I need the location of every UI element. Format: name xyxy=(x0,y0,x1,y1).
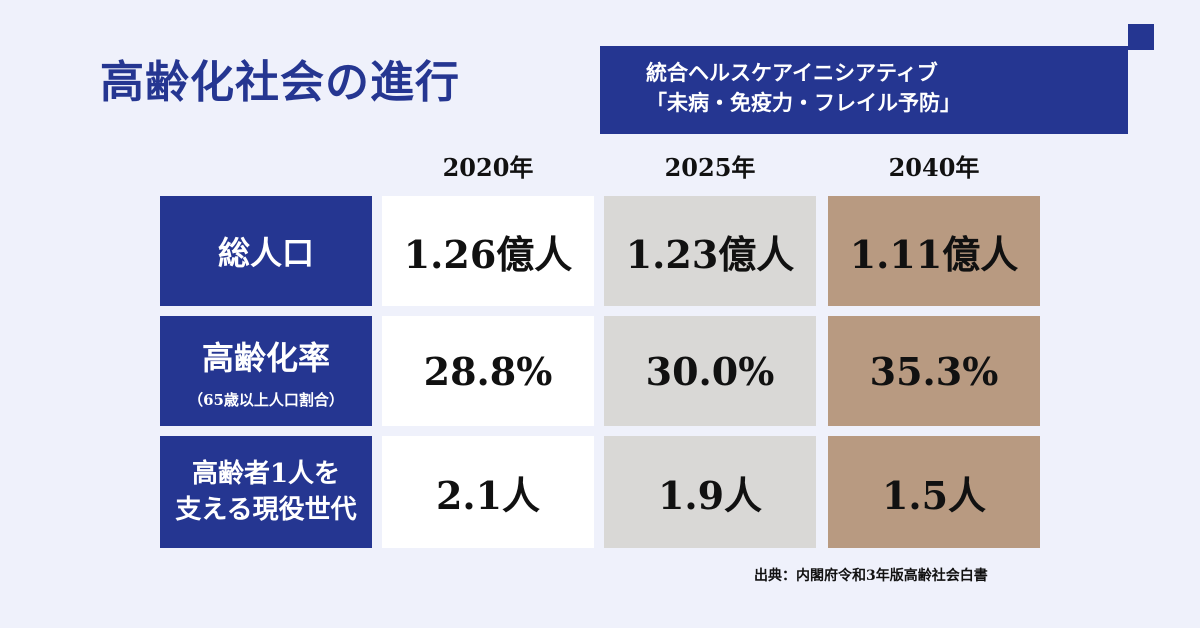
supporters-2020: 2.1人 xyxy=(382,436,594,548)
row-label-total-population: 総人口 xyxy=(160,196,372,306)
aging-rate-sublabel: （65歳以上人口割合） xyxy=(188,390,344,409)
corner-decoration xyxy=(1128,24,1154,50)
aging-rate-2025: 30.0% xyxy=(604,316,816,426)
total-population-2020: 1.26億人 xyxy=(382,196,594,306)
year-header-2040: 2040年 xyxy=(888,153,980,182)
row-label-supporters: 高齢者1人を 支える現役世代 xyxy=(160,436,372,548)
aging-rate-label: 高齢化率 xyxy=(201,338,330,377)
aging-rate-2020: 28.8% xyxy=(382,316,594,426)
supporters-label-line-2: 支える現役世代 xyxy=(175,495,357,525)
banner-line-1: 統合ヘルスケアイニシアティブ xyxy=(646,60,938,85)
page-title: 高齢化社会の進行 xyxy=(100,57,460,108)
supporters-2040: 1.5人 xyxy=(828,436,1040,548)
supporters-label-line-1: 高齢者1人を xyxy=(191,459,341,489)
total-population-2025: 1.23億人 xyxy=(604,196,816,306)
row-label-aging-rate: 高齢化率 （65歳以上人口割合） xyxy=(160,316,372,426)
year-header-2025: 2025年 xyxy=(664,153,756,182)
initiative-banner: 統合ヘルスケアイニシアティブ 「未病・免疫力・フレイル予防」 xyxy=(600,46,1128,134)
total-population-2040: 1.11億人 xyxy=(828,196,1040,306)
year-header-2020: 2020年 xyxy=(442,153,534,182)
supporters-2025: 1.9人 xyxy=(604,436,816,548)
source-citation: 出典：内閣府令和3年版高齢社会白書 xyxy=(754,568,988,584)
banner-line-2: 「未病・免疫力・フレイル予防」 xyxy=(646,90,961,115)
aging-rate-2040: 35.3% xyxy=(828,316,1040,426)
